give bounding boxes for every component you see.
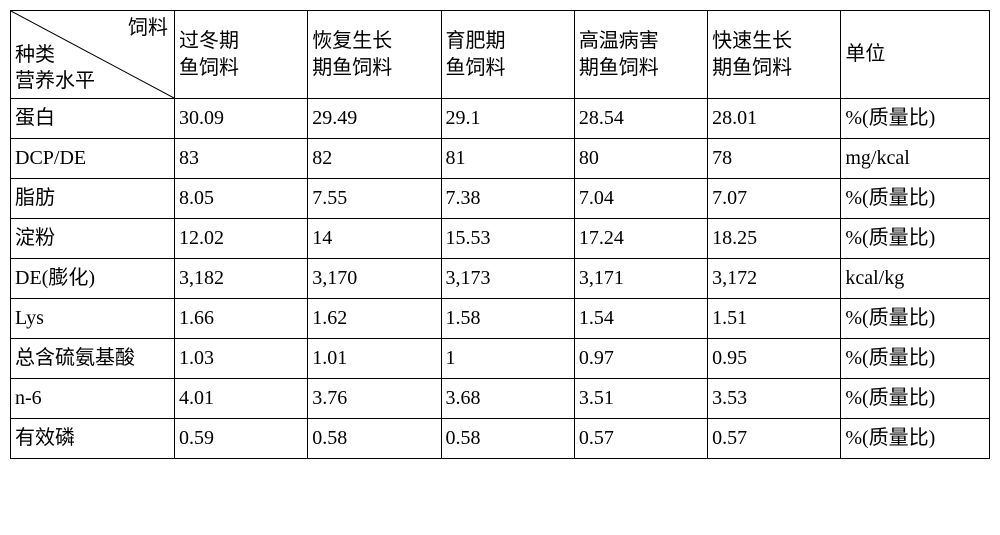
table-row: 脂肪 8.05 7.55 7.38 7.04 7.07 %(质量比) — [11, 179, 990, 219]
row-label: 淀粉 — [11, 219, 175, 259]
col-header-3-line1: 高温病害 — [579, 30, 659, 52]
cell: 1.51 — [708, 299, 841, 339]
table-row: 淀粉 12.02 14 15.53 17.24 18.25 %(质量比) — [11, 219, 990, 259]
table-row: DE(膨化) 3,182 3,170 3,173 3,171 3,172 kca… — [11, 259, 990, 299]
col-header-4-line2: 期鱼饲料 — [712, 57, 792, 79]
cell: 3.68 — [441, 379, 574, 419]
cell: 83 — [175, 139, 308, 179]
unit-cell: %(质量比) — [841, 339, 990, 379]
cell: 18.25 — [708, 219, 841, 259]
diag-bottom-label: 种类 营养水平 — [15, 42, 95, 94]
cell: 29.1 — [441, 99, 574, 139]
unit-cell: kcal/kg — [841, 259, 990, 299]
cell: 1.01 — [308, 339, 441, 379]
cell: 7.04 — [574, 179, 707, 219]
cell: 1.62 — [308, 299, 441, 339]
table-header-row: 饲料 种类 营养水平 过冬期 鱼饲料 恢复生长 期鱼饲料 — [11, 11, 990, 99]
cell: 29.49 — [308, 99, 441, 139]
cell: 82 — [308, 139, 441, 179]
unit-cell: %(质量比) — [841, 179, 990, 219]
cell: 4.01 — [175, 379, 308, 419]
cell: 0.58 — [308, 419, 441, 459]
cell: 7.38 — [441, 179, 574, 219]
cell: 7.55 — [308, 179, 441, 219]
unit-header: 单位 — [841, 11, 990, 99]
table-body: 蛋白 30.09 29.49 29.1 28.54 28.01 %(质量比) D… — [11, 99, 990, 459]
cell: 81 — [441, 139, 574, 179]
row-label: n-6 — [11, 379, 175, 419]
cell: 15.53 — [441, 219, 574, 259]
col-header-3-line2: 期鱼饲料 — [579, 57, 659, 79]
col-header-4-line1: 快速生长 — [712, 30, 792, 52]
row-label: Lys — [11, 299, 175, 339]
unit-cell: %(质量比) — [841, 99, 990, 139]
cell: 14 — [308, 219, 441, 259]
cell: 3,171 — [574, 259, 707, 299]
table-row: n-6 4.01 3.76 3.68 3.51 3.53 %(质量比) — [11, 379, 990, 419]
cell: 1 — [441, 339, 574, 379]
nutrition-table: 饲料 种类 营养水平 过冬期 鱼饲料 恢复生长 期鱼饲料 — [10, 10, 990, 459]
unit-cell: mg/kcal — [841, 139, 990, 179]
unit-cell: %(质量比) — [841, 379, 990, 419]
cell: 28.01 — [708, 99, 841, 139]
cell: 17.24 — [574, 219, 707, 259]
cell: 0.59 — [175, 419, 308, 459]
cell: 3.53 — [708, 379, 841, 419]
col-header-1: 恢复生长 期鱼饲料 — [308, 11, 441, 99]
cell: 0.57 — [574, 419, 707, 459]
col-header-3: 高温病害 期鱼饲料 — [574, 11, 707, 99]
cell: 1.03 — [175, 339, 308, 379]
cell: 3.76 — [308, 379, 441, 419]
cell: 0.57 — [708, 419, 841, 459]
cell: 1.66 — [175, 299, 308, 339]
col-header-2-line2: 鱼饲料 — [446, 57, 506, 79]
unit-cell: %(质量比) — [841, 299, 990, 339]
cell: 0.95 — [708, 339, 841, 379]
row-label: 有效磷 — [11, 419, 175, 459]
cell: 28.54 — [574, 99, 707, 139]
diag-bottom-line1: 种类 — [15, 44, 55, 66]
cell: 12.02 — [175, 219, 308, 259]
col-header-0-line2: 鱼饲料 — [179, 57, 239, 79]
col-header-1-line1: 恢复生长 — [312, 30, 392, 52]
unit-cell: %(质量比) — [841, 219, 990, 259]
cell: 3.51 — [574, 379, 707, 419]
row-label: DCP/DE — [11, 139, 175, 179]
cell: 30.09 — [175, 99, 308, 139]
table-row: Lys 1.66 1.62 1.58 1.54 1.51 %(质量比) — [11, 299, 990, 339]
cell: 3,182 — [175, 259, 308, 299]
cell: 3,172 — [708, 259, 841, 299]
diag-top-label: 饲料 — [128, 15, 168, 42]
row-label: 总含硫氨基酸 — [11, 339, 175, 379]
row-label: 脂肪 — [11, 179, 175, 219]
col-header-4: 快速生长 期鱼饲料 — [708, 11, 841, 99]
diagonal-header-cell: 饲料 种类 营养水平 — [11, 11, 175, 99]
cell: 1.58 — [441, 299, 574, 339]
table-row: 有效磷 0.59 0.58 0.58 0.57 0.57 %(质量比) — [11, 419, 990, 459]
unit-cell: %(质量比) — [841, 419, 990, 459]
cell: 1.54 — [574, 299, 707, 339]
diag-bottom-line2: 营养水平 — [15, 70, 95, 92]
col-header-2: 育肥期 鱼饲料 — [441, 11, 574, 99]
row-label: DE(膨化) — [11, 259, 175, 299]
cell: 78 — [708, 139, 841, 179]
col-header-1-line2: 期鱼饲料 — [312, 57, 392, 79]
col-header-0: 过冬期 鱼饲料 — [175, 11, 308, 99]
cell: 7.07 — [708, 179, 841, 219]
table-row: 蛋白 30.09 29.49 29.1 28.54 28.01 %(质量比) — [11, 99, 990, 139]
cell: 3,170 — [308, 259, 441, 299]
cell: 0.58 — [441, 419, 574, 459]
cell: 3,173 — [441, 259, 574, 299]
table-row: 总含硫氨基酸 1.03 1.01 1 0.97 0.95 %(质量比) — [11, 339, 990, 379]
col-header-0-line1: 过冬期 — [179, 30, 239, 52]
cell: 0.97 — [574, 339, 707, 379]
col-header-2-line1: 育肥期 — [446, 30, 506, 52]
cell: 8.05 — [175, 179, 308, 219]
row-label: 蛋白 — [11, 99, 175, 139]
cell: 80 — [574, 139, 707, 179]
table-row: DCP/DE 83 82 81 80 78 mg/kcal — [11, 139, 990, 179]
